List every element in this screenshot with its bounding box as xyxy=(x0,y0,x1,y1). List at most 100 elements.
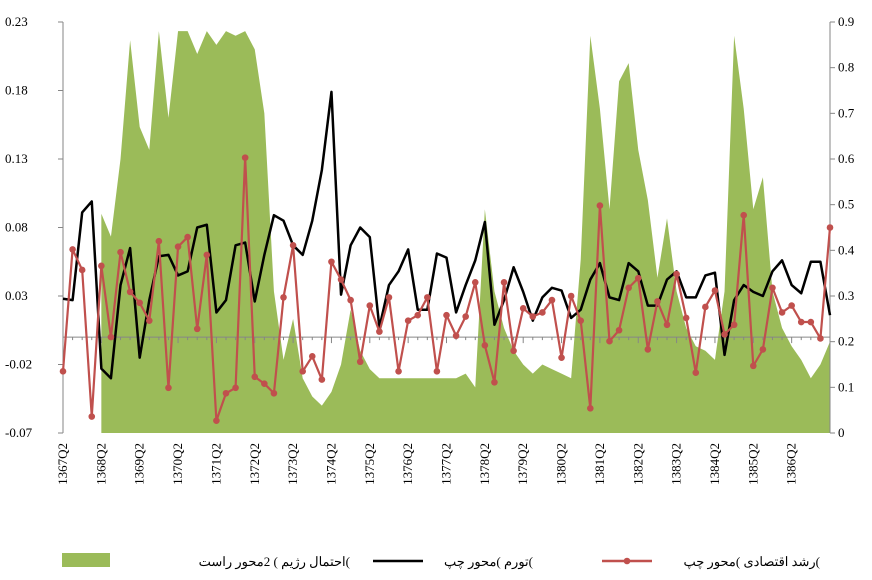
marker xyxy=(558,354,565,361)
marker xyxy=(414,311,422,319)
marker xyxy=(471,279,479,286)
marker xyxy=(289,242,297,249)
marker xyxy=(577,317,585,324)
marker xyxy=(261,380,268,387)
marker xyxy=(337,276,345,283)
marker xyxy=(107,333,115,341)
marker xyxy=(193,325,201,333)
legend-marker xyxy=(623,557,631,565)
y-tick-label: 0.08 xyxy=(5,220,28,235)
marker xyxy=(596,202,604,209)
x-tick-label: 1385Q2 xyxy=(745,443,760,485)
marker xyxy=(213,417,220,424)
marker xyxy=(222,389,230,397)
marker xyxy=(682,314,690,322)
marker xyxy=(251,373,259,381)
marker xyxy=(59,368,67,375)
marker xyxy=(634,274,642,282)
marker xyxy=(500,279,508,286)
marker xyxy=(404,317,412,324)
x-tick-label: 1382Q2 xyxy=(630,443,645,485)
marker xyxy=(519,305,527,312)
legend-label: تورم )محور چپ( xyxy=(444,554,533,570)
x-tick-label: 1377Q2 xyxy=(439,443,454,485)
marker xyxy=(241,154,249,161)
y2-tick-label: 0.6 xyxy=(838,151,855,166)
x-tick-label: 1372Q2 xyxy=(247,443,262,485)
marker xyxy=(280,294,287,301)
x-tick-label: 1384Q2 xyxy=(707,443,722,485)
marker xyxy=(654,298,661,305)
marker xyxy=(299,368,306,375)
marker xyxy=(644,346,652,353)
y2-tick-label: 0.9 xyxy=(838,14,854,29)
marker xyxy=(232,384,239,392)
marker xyxy=(711,287,719,294)
x-tick-label: 1381Q2 xyxy=(592,443,607,485)
marker xyxy=(117,248,124,256)
marker xyxy=(376,328,383,335)
marker xyxy=(807,318,815,326)
y2-tick-label: 0.2 xyxy=(838,334,854,349)
x-tick-label: 1383Q2 xyxy=(669,443,684,485)
marker xyxy=(366,302,374,309)
marker xyxy=(443,311,450,319)
marker xyxy=(615,326,623,334)
marker xyxy=(165,384,172,392)
x-tick-label: 1369Q2 xyxy=(132,443,147,485)
marker xyxy=(730,321,738,329)
marker xyxy=(769,284,776,292)
marker xyxy=(625,284,632,292)
marker xyxy=(395,368,402,375)
x-tick-label: 1370Q2 xyxy=(170,443,185,485)
x-tick-label: 1379Q2 xyxy=(515,443,530,485)
marker xyxy=(126,288,134,296)
marker xyxy=(136,299,143,307)
marker xyxy=(817,335,824,342)
marker xyxy=(778,309,786,316)
marker xyxy=(567,292,575,300)
marker xyxy=(462,313,469,320)
y-tick-label: 0.23 xyxy=(5,14,28,29)
y-tick-label: -0.02 xyxy=(5,357,32,372)
marker xyxy=(88,413,96,420)
marker xyxy=(759,346,767,353)
x-tick-label: 1386Q2 xyxy=(784,443,799,485)
y2-tick-label: 0.3 xyxy=(838,288,854,303)
y-tick-label: 0.13 xyxy=(5,151,28,166)
marker xyxy=(155,237,163,245)
marker xyxy=(184,233,191,241)
y-tick-label: 0.03 xyxy=(5,288,28,303)
marker xyxy=(826,224,834,231)
marker xyxy=(702,303,709,311)
area xyxy=(101,31,831,434)
y2-tick-label: 0.1 xyxy=(838,379,854,394)
marker xyxy=(145,317,153,324)
marker xyxy=(424,294,431,301)
x-tick-label: 1371Q2 xyxy=(208,443,223,485)
marker xyxy=(539,309,546,316)
marker xyxy=(452,332,460,340)
marker xyxy=(721,331,728,338)
marker xyxy=(308,352,316,360)
marker xyxy=(385,294,393,301)
y2-tick-label: 0.4 xyxy=(838,242,855,257)
x-tick-label: 1376Q2 xyxy=(400,443,415,485)
x-tick-label: 1380Q2 xyxy=(554,443,569,485)
x-tick-label: 1367Q2 xyxy=(55,443,70,485)
y2-tick-label: 0 xyxy=(838,425,845,440)
marker xyxy=(69,246,76,253)
legend-label: احتمال رژیم ) 2محور راست( xyxy=(199,554,350,570)
marker xyxy=(433,368,441,375)
y2-tick-label: 0.8 xyxy=(838,60,854,75)
marker xyxy=(78,266,86,274)
marker xyxy=(328,258,335,266)
x-tick-label: 1374Q2 xyxy=(323,443,338,485)
marker xyxy=(318,376,326,383)
marker xyxy=(347,296,354,304)
marker xyxy=(797,318,805,326)
x-tick-label: 1375Q2 xyxy=(362,443,377,485)
marker xyxy=(356,358,364,366)
marker xyxy=(548,296,556,304)
marker xyxy=(270,389,278,397)
